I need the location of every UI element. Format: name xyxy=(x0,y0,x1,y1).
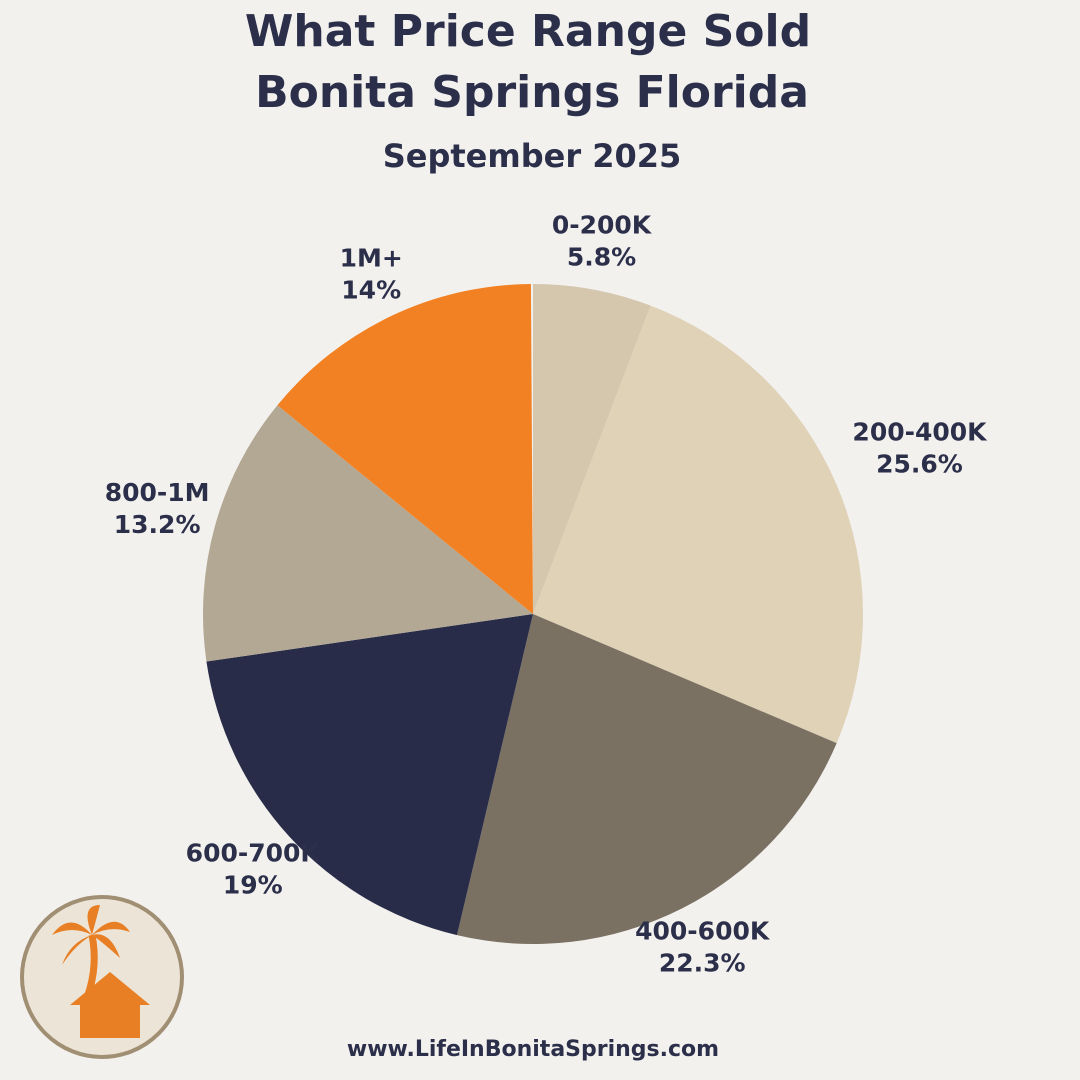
logo xyxy=(20,895,184,1059)
value-label: 25.6% xyxy=(876,450,963,479)
pie-slice xyxy=(533,305,863,744)
value-label: 5.8% xyxy=(567,242,636,271)
footer-url: www.LifeInBonitaSprings.com xyxy=(347,1037,719,1062)
value-label: 22.3% xyxy=(659,949,746,978)
chart-subtitle: September 2025 xyxy=(383,137,682,175)
slice-label: 200-400K xyxy=(852,418,988,447)
pie-slice xyxy=(206,614,533,936)
pie-slice xyxy=(203,405,533,662)
slice-label: 0-200K xyxy=(552,210,653,239)
slice-label: 400-600K xyxy=(635,917,771,946)
value-label: 14% xyxy=(341,276,401,305)
chart-title: Bonita Springs Florida xyxy=(255,67,809,118)
value-label: 13.2% xyxy=(114,510,201,539)
slice-label: 1M+ xyxy=(340,244,403,273)
pie-slice xyxy=(456,614,837,944)
slice-label: 800-1M xyxy=(105,478,210,507)
chart-title: What Price Range Sold xyxy=(245,6,811,57)
pie-slice xyxy=(277,284,533,614)
slice-label: 600-700K xyxy=(186,839,322,868)
value-label: 19% xyxy=(223,871,283,900)
pie-slice xyxy=(533,284,651,614)
